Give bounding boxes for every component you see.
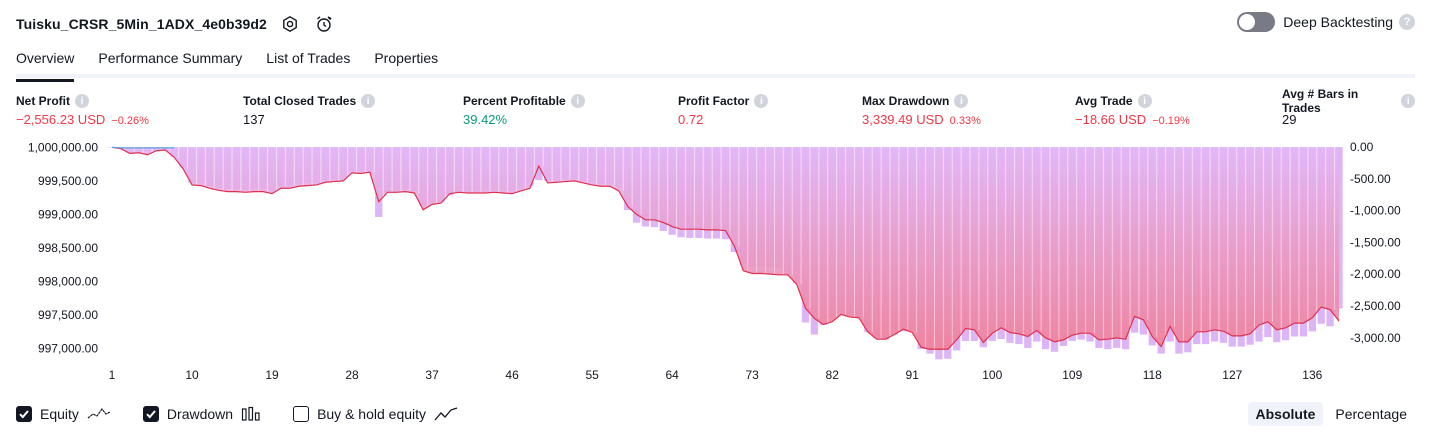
legend-drawdown[interactable]: Drawdown [142,406,261,422]
metric-total-closed-trades: Total Closed Trades i 137 [243,93,376,127]
metric-value: −18.66 USD [1075,112,1147,127]
x-axis-tick-label: 73 [745,368,759,382]
equity-drawdown-chart[interactable]: 1,000,000.00 999,500.00 999,000.00 998,500.… [0,140,1431,395]
metric-max-drawdown: Max Drawdown i 3,339.49 USD 0.33% [862,93,981,127]
x-axis-tick-label: 46 [505,368,519,382]
metric-label: Percent Profitable [463,94,566,108]
left-axis-tick-label: 999,500.00 [38,174,98,188]
buy-hold-checkbox[interactable] [293,406,310,422]
x-axis-tick-label: 55 [585,368,599,382]
info-icon[interactable]: i [361,94,376,108]
x-axis-tick-label: 10 [185,368,199,382]
x-axis-tick-label: 118 [1143,368,1162,382]
left-axis-tick-label: 1,000,000.00 [28,140,98,154]
metric-sub-value: −0.26% [111,115,149,127]
legend-label: Buy & hold equity [317,406,427,422]
x-axis-tick-label: 91 [906,368,920,382]
equity-line-icon [87,406,111,422]
metric-sub-value: −0.19% [1152,115,1190,127]
info-icon[interactable]: i [954,94,969,108]
x-axis-tick-label: 37 [425,368,439,382]
chart-legend: Equity Drawdown Buy & hold equity [16,402,490,426]
x-axis-tick-label: 1 [109,368,116,382]
initial-equity-line [111,146,175,149]
alarm-clock-icon[interactable] [313,13,335,35]
metric-label: Avg # Bars in Trades [1282,87,1359,115]
left-axis-tick-label: 998,000.00 [38,275,98,289]
legend-equity[interactable]: Equity [16,406,111,422]
metric-label: Total Closed Trades [243,94,357,108]
x-axis-tick-label: 64 [665,368,679,382]
tab-properties[interactable]: Properties [374,50,439,66]
right-axis-tick-label: -2,000.00 [1350,267,1401,281]
info-icon[interactable]: i [1137,94,1152,108]
right-axis-tick-label: -3,000.00 [1350,331,1401,345]
equity-checkbox[interactable] [16,406,32,422]
report-header: Tuisku_CRSR_5Min_1ADX_4e0b39d2 [16,10,335,38]
right-axis-tick-label: -2,500.00 [1350,299,1401,313]
metric-sub-value: 0.33% [949,115,981,127]
x-axis-tick-label: 127 [1222,368,1242,382]
drawdown-bar [108,147,116,148]
x-axis-tick-label: 136 [1302,368,1322,382]
legend-label: Equity [40,406,79,422]
settings-icon[interactable] [279,13,301,35]
metric-value: 3,339.49 USD [862,112,944,127]
toggle-knob [1239,14,1256,30]
info-icon[interactable]: i [754,94,769,108]
info-icon[interactable]: i [75,94,89,108]
metric-value: 137 [243,112,265,127]
buy-hold-line-icon [434,406,458,422]
tab-overview[interactable]: Overview [16,46,75,82]
x-axis-tick-label: 19 [265,368,279,382]
deep-backtesting-toggle[interactable] [1237,12,1276,32]
drawdown-checkbox[interactable] [142,406,159,422]
percentage-button[interactable]: Percentage [1335,406,1407,422]
metric-value: 29 [1282,112,1297,127]
right-axis-tick-label: -500.00 [1350,172,1391,186]
x-axis-tick-label: 100 [982,368,1002,382]
equity-line [111,146,1340,350]
metric-avg-bars-in-trades: Avg # Bars in Trades i 29 [1282,87,1415,127]
metrics-row: Net Profit i −2,556.23 USD −0.26% Total Cl… [16,87,1415,133]
legend-label: Drawdown [166,406,234,422]
absolute-button[interactable]: Absolute [1247,402,1324,426]
left-axis-tick-label: 997,500.00 [38,308,98,322]
x-axis-tick-label: 109 [1062,368,1082,382]
help-icon[interactable]: ? [1399,14,1415,30]
equity-area [112,147,1339,350]
right-axis-tick-label: 0.00 [1350,140,1374,154]
drawdown-bars-icon [241,406,261,422]
left-axis-tick-label: 999,000.00 [38,207,98,221]
x-axis-tick-label: 28 [345,368,359,382]
deep-backtesting-control: Deep Backtesting ? [1237,12,1415,32]
metric-label: Net Profit [16,94,70,108]
metric-label: Profit Factor [678,94,750,108]
metric-profit-factor: Profit Factor i 0.72 [678,93,769,127]
tab-performance-summary[interactable]: Performance Summary [98,50,243,66]
display-mode-switch: Absolute Percentage [1244,402,1416,426]
right-axis-tick-label: -1,000.00 [1350,204,1401,218]
metric-net-profit: Net Profit i −2,556.23 USD −0.26% [16,93,149,127]
metric-value: −2,556.23 USD [16,112,106,127]
left-axis-tick-label: 997,000.00 [38,342,98,356]
deep-backtesting-label: Deep Backtesting [1283,14,1393,30]
left-axis-tick-label: 998,500.00 [38,241,98,255]
report-tabs: Overview Performance Summary List of Tra… [16,46,1415,82]
right-axis-tick-label: -1,500.00 [1350,235,1401,249]
legend-buy-hold[interactable]: Buy & hold equity [293,406,458,422]
metric-value: 0.72 [678,112,704,127]
metric-label: Max Drawdown [862,94,950,108]
metric-percent-profitable: Percent Profitable i 39.42% [463,93,585,127]
metric-avg-trade: Avg Trade i −18.66 USD −0.19% [1075,93,1190,127]
x-axis-tick-label: 82 [826,368,840,382]
info-icon[interactable]: i [570,94,585,108]
strategy-title: Tuisku_CRSR_5Min_1ADX_4e0b39d2 [16,16,267,32]
metric-label: Avg Trade [1075,94,1133,108]
tab-list-of-trades[interactable]: List of Trades [266,50,351,66]
info-icon[interactable]: i [1401,94,1415,108]
metric-value: 39.42% [463,112,508,127]
